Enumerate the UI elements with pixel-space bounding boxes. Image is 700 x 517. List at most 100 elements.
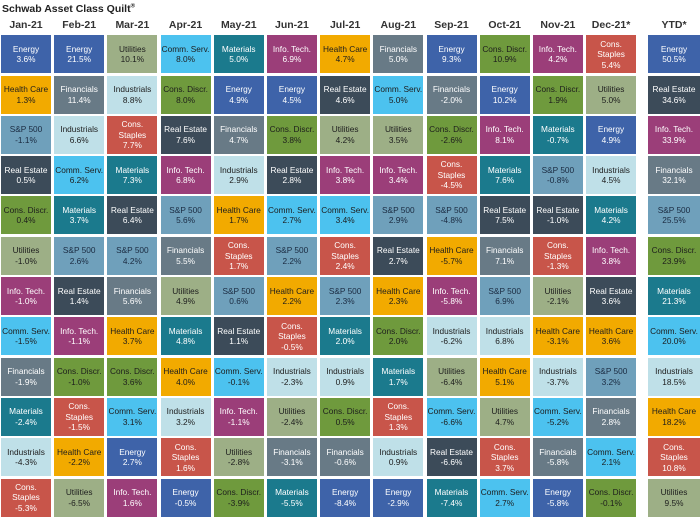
quilt-cell: Cons. Discr. 3.6%	[107, 357, 158, 396]
return-value: 33.9%	[662, 134, 686, 145]
return-value: -5.8%	[547, 457, 569, 468]
return-value: -7.4%	[440, 497, 463, 508]
asset-class-label: S&P 500	[541, 164, 575, 175]
quilt-cell: Cons. Staples 2.4%	[320, 236, 371, 275]
asset-class-label: Info. Tech.	[219, 406, 258, 417]
asset-class-label: Health Care	[110, 325, 155, 336]
quilt-cell: Cons. Staples -4.5%	[426, 156, 477, 195]
quilt-grid: Jan-21 Energy 3.6% Health Care 1.3% S&P 500 -1…	[1, 18, 637, 517]
return-value: -1.1%	[68, 336, 91, 347]
quilt-cell: Comm. Serv. 5.0%	[373, 75, 424, 114]
quilt-cell: Energy -0.5%	[160, 478, 211, 517]
asset-class-label: Real Estate	[217, 325, 261, 336]
quilt-cell: Cons. Staples -1.3%	[532, 236, 583, 275]
return-value: 0.9%	[335, 376, 355, 387]
quilt-cell: Energy 3.6%	[1, 35, 51, 74]
return-value: -2.1%	[547, 296, 569, 307]
quilt-cell: Comm. Serv. 20.0%	[648, 317, 700, 356]
quilt-cell: Comm. Serv. 8.0%	[160, 35, 211, 74]
asset-class-label: Financials	[539, 446, 577, 457]
quilt-cell: Health Care 5.1%	[479, 357, 530, 396]
return-value: 3.4%	[388, 175, 408, 186]
quilt-cell: Real Estate 4.6%	[320, 75, 371, 114]
return-value: 2.0%	[335, 336, 355, 347]
asset-class-label: Financials	[592, 406, 630, 417]
asset-class-label: S&P 500	[594, 366, 628, 377]
return-value: 3.2%	[176, 416, 196, 427]
asset-class-label: Real Estate	[323, 84, 367, 95]
asset-class-label: Health Care	[322, 43, 368, 54]
column-header: May-21	[220, 19, 257, 31]
asset-class-label: Utilities	[225, 446, 253, 457]
quilt-cell: Real Estate -6.6%	[426, 438, 477, 477]
quilt-cell: Materials 4.2%	[586, 196, 637, 235]
return-value: -0.8%	[547, 175, 569, 186]
asset-class-label: Cons. Discr.	[588, 487, 634, 498]
return-value: -1.0%	[68, 376, 91, 387]
quilt-cell: Industrials -3.7%	[532, 357, 583, 396]
quilt-cell: Cons. Staples 10.8%	[648, 438, 700, 477]
return-value: 8.1%	[495, 134, 515, 145]
quilt-cell: Utilities -1.0%	[1, 236, 51, 275]
asset-class-label: Industrials	[379, 446, 418, 457]
return-value: 2.3%	[388, 296, 408, 307]
quilt-cell: Info. Tech. 6.9%	[266, 35, 317, 74]
asset-class-label: S&P 500	[169, 204, 202, 215]
asset-class-label: Comm. Serv.	[2, 325, 50, 336]
return-value: 4.2%	[548, 54, 568, 65]
return-value: 2.7%	[282, 215, 302, 226]
quilt-cell: Cons. Discr. -0.1%	[586, 478, 637, 517]
asset-class-label: Industrials	[113, 84, 152, 95]
quilt-cell: Financials -3.1%	[266, 438, 317, 477]
asset-class-label: Cons. Staples	[660, 441, 688, 463]
return-value: 3.6%	[16, 54, 36, 65]
quilt-cell: Financials 32.1%	[648, 156, 700, 195]
return-value: -1.0%	[547, 215, 569, 226]
return-value: 5.0%	[229, 54, 249, 65]
return-value: 9.5%	[664, 497, 684, 508]
asset-class-label: Energy	[119, 446, 146, 457]
asset-class-label: Cons. Discr.	[482, 43, 528, 54]
asset-class-label: Cons. Discr.	[216, 487, 262, 498]
return-value: -4.5%	[440, 180, 463, 191]
return-value: 20.0%	[662, 336, 686, 347]
asset-class-label: Materials	[115, 164, 150, 175]
asset-class-label: Info. Tech.	[432, 285, 471, 296]
return-value: 5.0%	[601, 94, 621, 105]
quilt-cell: S&P 500 0.6%	[213, 277, 264, 316]
return-value: -6.6%	[440, 457, 463, 468]
return-value: 50.5%	[662, 54, 686, 65]
asset-class-label: Financials	[326, 446, 364, 457]
return-value: -1.5%	[15, 336, 37, 347]
return-value: 18.5%	[662, 376, 686, 387]
quilt-cell: S&P 500 2.2%	[266, 236, 317, 275]
return-value: 4.8%	[176, 336, 196, 347]
quilt-cell: Utilities -6.4%	[426, 357, 477, 396]
return-value: 5.0%	[388, 54, 408, 65]
return-value: -8.4%	[334, 497, 356, 508]
asset-class-label: Info. Tech.	[60, 325, 99, 336]
quilt-cell: Real Estate 2.7%	[373, 236, 424, 275]
return-value: 9.3%	[442, 54, 461, 65]
quilt-cell: Cons. Discr. -2.6%	[426, 115, 477, 154]
return-value: 8.8%	[122, 94, 142, 105]
quilt-cell: Cons. Discr. 1.9%	[532, 75, 583, 114]
quilt-cell: Cons. Staples 1.7%	[213, 236, 264, 275]
asset-class-label: Industrials	[273, 366, 311, 377]
asset-class-label: S&P 500	[62, 245, 96, 256]
quilt-cell: Cons. Discr. 23.9%	[648, 236, 700, 275]
quilt-cell: Info. Tech. 3.4%	[373, 156, 424, 195]
asset-class-label: Materials	[9, 406, 43, 417]
quilt-cell: Info. Tech. 8.1%	[479, 115, 530, 154]
asset-class-label: Comm. Serv.	[374, 84, 423, 95]
quilt-cell: Utilities -6.5%	[54, 478, 105, 517]
return-value: 1.6%	[176, 462, 196, 473]
return-value: 1.3%	[388, 422, 408, 433]
asset-class-label: Cons. Staples	[278, 320, 306, 342]
return-value: 2.9%	[229, 175, 249, 186]
quilt-cell: Energy 4.5%	[266, 75, 317, 114]
return-value: 2.2%	[282, 296, 302, 307]
asset-class-label: Real Estate	[589, 285, 633, 296]
return-value: -0.1%	[600, 497, 622, 508]
quilt-cell: Real Estate 34.6%	[648, 75, 700, 114]
